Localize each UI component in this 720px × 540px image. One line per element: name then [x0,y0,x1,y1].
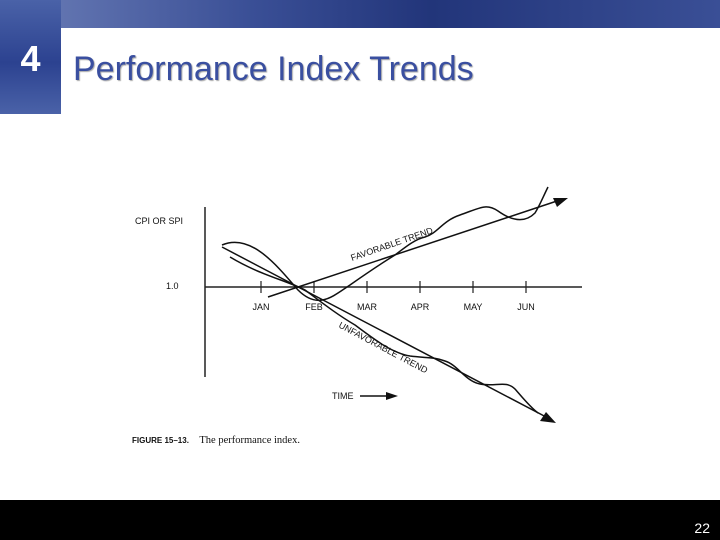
unfavorable-actual-curve [229,256,539,414]
time-label: TIME [332,391,354,401]
slide-title: Performance Index Trends [73,50,474,88]
page-number: 22 [694,520,710,536]
time-arrow-head [386,392,398,400]
unfavorable-trend-arrow [540,412,556,423]
favorable-actual-curve [221,186,549,302]
reference-label: 1.0 [166,281,179,291]
y-axis-label: CPI OR SPI [135,216,183,226]
tick-label-apr: APR [411,302,430,312]
caption-label: FIGURE 15–13. [132,436,189,445]
favorable-trend-line [267,199,561,298]
unfavorable-trend-label: UNFAVORABLE TREND [337,320,430,376]
footer-bar [0,500,720,540]
caption-text: The performance index. [199,435,300,446]
tick-label-jan: JAN [252,302,269,312]
header-band [0,0,720,28]
tick-label-may: MAY [464,302,483,312]
performance-index-figure: CPI OR SPI 1.0 JAN FEB MAR APR MAY JUN F… [120,175,590,455]
figure-caption: FIGURE 15–13. The performance index. [132,430,300,447]
favorable-trend-arrow [553,198,568,207]
chart-svg: CPI OR SPI 1.0 JAN FEB MAR APR MAY JUN F… [132,186,582,447]
tick-label-feb: FEB [305,302,323,312]
tick-label-mar: MAR [357,302,378,312]
tick-label-jun: JUN [517,302,535,312]
slide-number: 4 [20,38,41,79]
slide-number-box [0,0,61,114]
unfavorable-trend-line [221,246,549,419]
title-area [61,28,720,114]
